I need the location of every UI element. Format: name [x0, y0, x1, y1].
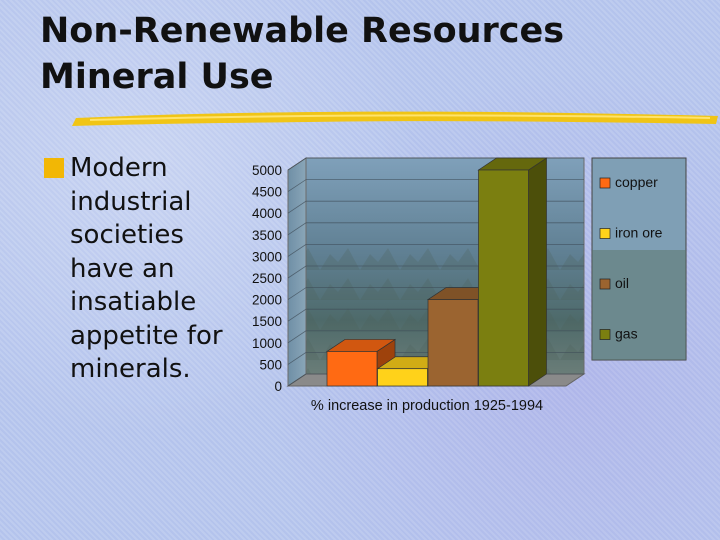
bar-front	[377, 368, 428, 387]
legend: copper iron ore oil gas	[591, 157, 687, 361]
title-line-1: Non-Renewable Resources	[40, 11, 565, 51]
bar-front	[427, 299, 479, 387]
title-line-2: Mineral Use	[40, 57, 274, 97]
underline-highlight	[89, 114, 711, 121]
y-tick-label: 500	[259, 357, 282, 372]
bar-front	[478, 169, 529, 387]
legend-label: copper	[615, 174, 658, 190]
legend-label: iron ore	[615, 225, 663, 241]
legend-swatch	[599, 228, 611, 239]
y-tick-label: 5000	[252, 163, 282, 178]
y-axis: 0 500 1000 1500 2000 2500 3000 3500 4000 4500 5000	[252, 163, 282, 394]
bar-front	[326, 351, 378, 387]
bullet-square-icon	[44, 158, 64, 178]
x-axis-label: % increase in production 1925-1994	[311, 398, 543, 414]
bullet-line-7: minerals.	[70, 354, 191, 384]
bullet-line-5: insatiable	[70, 287, 197, 317]
bullet-line-3: societies	[70, 220, 184, 250]
legend-swatch	[599, 329, 611, 340]
legend-texture	[592, 250, 686, 360]
legend-label: oil	[615, 275, 629, 291]
bar-side	[528, 157, 547, 387]
bullet-line-4: have an	[70, 253, 175, 284]
legend-swatch	[599, 177, 611, 189]
y-tick-label: 2000	[252, 293, 282, 308]
bullet-item: Modern industrial societies have an insa…	[44, 152, 229, 387]
title-underline	[72, 111, 718, 126]
bullet-line-6: appetite for	[70, 320, 223, 351]
y-tick-label: 4500	[252, 185, 282, 200]
y-tick-label: 1000	[252, 336, 282, 351]
y-tick-label: 3500	[252, 228, 282, 243]
legend-label: gas	[615, 326, 638, 342]
bars	[325, 157, 548, 387]
legend-swatch	[599, 278, 611, 290]
bullet-line-1: Modern	[70, 153, 168, 183]
bullet-line-2: industrial	[70, 186, 192, 217]
y-tick-label: 2500	[252, 271, 282, 286]
gridline	[287, 157, 584, 171]
y-tick-label: 4000	[252, 206, 282, 221]
bar-gas	[477, 157, 548, 387]
bullet-text: Modern industrial societies have an insa…	[44, 152, 229, 387]
y-tick-label: 1500	[252, 314, 282, 329]
y-tick-label: 3000	[252, 249, 282, 264]
y-tick-label: 0	[274, 379, 282, 394]
slide-title: Non-Renewable Resources Mineral Use	[40, 8, 564, 100]
